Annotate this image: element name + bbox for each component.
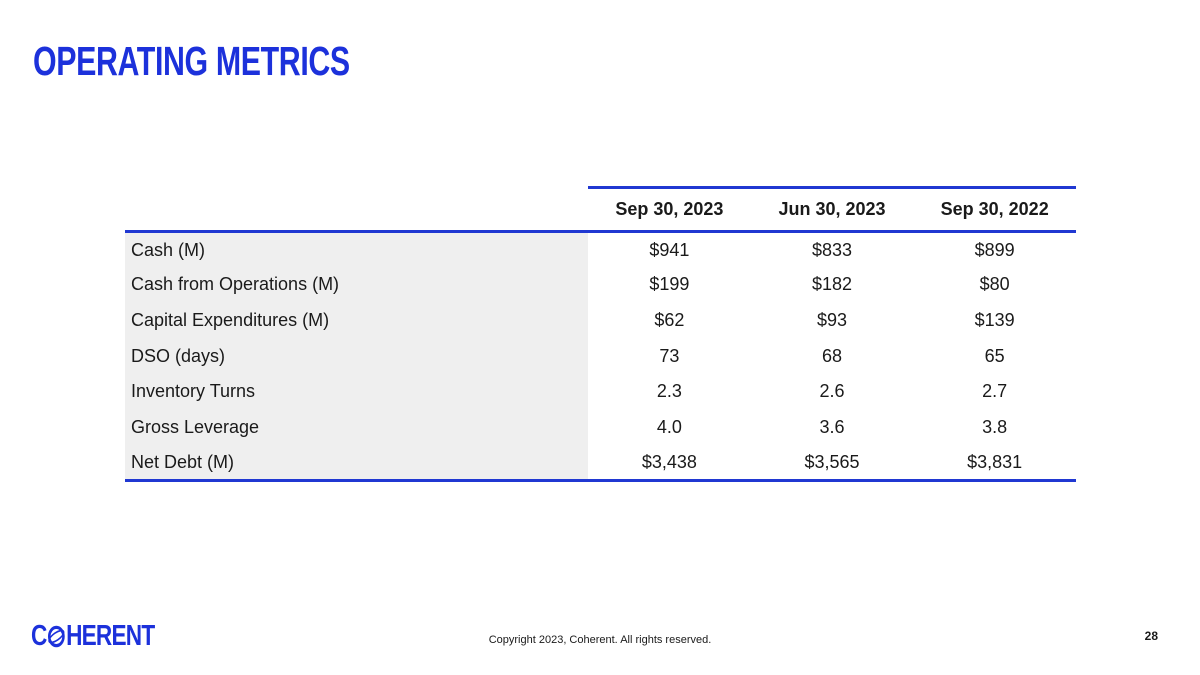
cell-value: $62 [588,302,751,339]
operating-metrics-table: Sep 30, 2023 Jun 30, 2023 Sep 30, 2022 C… [125,186,1076,483]
cell-value: $899 [913,231,1076,268]
table-header-row: Sep 30, 2023 Jun 30, 2023 Sep 30, 2022 [125,186,1076,233]
table-row: Net Debt (M) $3,438 $3,565 $3,831 [125,445,1076,483]
cell-value: 68 [750,338,914,374]
row-label: Gross Leverage [125,409,589,446]
column-header-jun-2023: Jun 30, 2023 [750,186,914,233]
column-header-sep-2022: Sep 30, 2022 [913,186,1076,233]
table-row: Inventory Turns 2.3 2.6 2.7 [125,373,1076,410]
cell-value: 2.3 [588,373,751,410]
cell-value: $3,565 [750,445,914,483]
row-label: Cash from Operations (M) [125,267,589,303]
cell-value: $941 [588,231,751,268]
row-label: Inventory Turns [125,373,589,410]
page-number: 28 [1144,629,1158,643]
cell-value: $3,831 [913,445,1076,483]
globe-icon [47,625,65,648]
cell-value: $139 [913,302,1076,339]
row-label: Cash (M) [125,231,589,268]
cell-value: 73 [588,338,751,374]
cell-value: $3,438 [588,445,751,483]
cell-value: $199 [588,267,751,303]
cell-value: $182 [750,267,914,303]
cell-value: 2.6 [750,373,914,410]
table-row: Capital Expenditures (M) $62 $93 $139 [125,302,1076,339]
table-row: Gross Leverage 4.0 3.6 3.8 [125,409,1076,446]
copyright-text: Copyright 2023, Coherent. All rights res… [488,634,712,646]
cell-value: $93 [750,302,914,339]
row-label: Net Debt (M) [125,445,589,483]
row-label: DSO (days) [125,338,589,374]
cell-value: 4.0 [588,409,751,446]
table-row: Cash (M) $941 $833 $899 [125,231,1076,268]
cell-value: 3.8 [913,409,1076,446]
metrics-table: Sep 30, 2023 Jun 30, 2023 Sep 30, 2022 C… [125,186,1076,483]
cell-value: 2.7 [913,373,1076,410]
column-header-sep-2023: Sep 30, 2023 [588,186,751,233]
cell-value: 3.6 [750,409,914,446]
table-row: DSO (days) 73 68 65 [125,338,1076,374]
coherent-logo: C HERENT [31,620,155,652]
page-title: OPERATING METRICS [33,38,350,84]
logo-text-suffix: HERENT [66,620,155,652]
cell-value: 65 [913,338,1076,374]
table-corner-cell [125,187,589,233]
cell-value: $80 [913,267,1076,303]
logo-text-prefix: C [31,620,47,652]
cell-value: $833 [750,231,914,268]
row-label: Capital Expenditures (M) [125,302,589,339]
table-row: Cash from Operations (M) $199 $182 $80 [125,267,1076,303]
